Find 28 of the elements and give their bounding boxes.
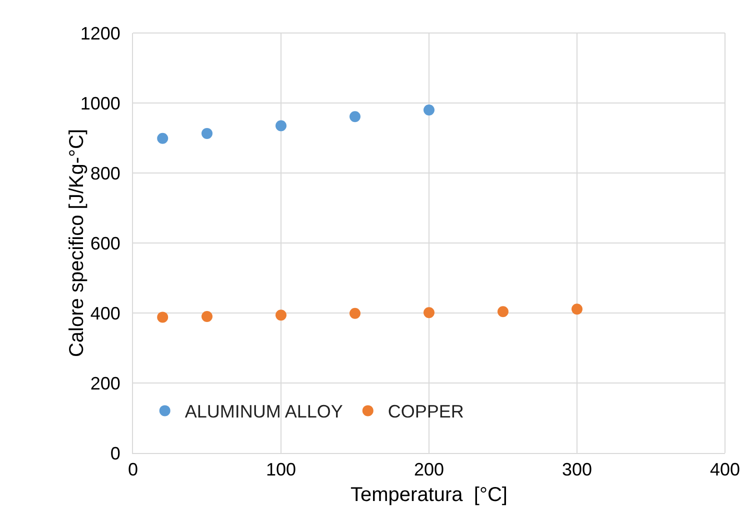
point (202, 128, 212, 139)
legend-label: ALUMINUM ALLOY (184, 402, 343, 422)
point (157, 132, 168, 144)
point (276, 310, 286, 321)
y-tick-label: 1200 (80, 23, 120, 44)
point (572, 304, 582, 315)
legend-label: COPPER (388, 402, 464, 422)
point (498, 306, 508, 318)
y-tick-label: 600 (90, 233, 120, 254)
x-axis-title: Temperatura [°C] (350, 484, 508, 506)
y-tick-label: 400 (90, 303, 120, 324)
point (350, 111, 360, 122)
point (202, 311, 212, 322)
x-tick-label: 0 (128, 460, 138, 480)
x-tick-label: 300 (562, 460, 592, 480)
x-tick-label: 200 (414, 460, 444, 480)
point (424, 104, 434, 116)
point (424, 307, 434, 318)
y-tick-label: 0 (110, 443, 120, 464)
point (157, 312, 168, 323)
point (276, 120, 286, 132)
y-axis-title: Calore specifico [J/Kg-°C] (66, 128, 88, 358)
x-tick-label: 100 (266, 460, 296, 480)
x-tick-label: 400 (710, 460, 740, 480)
y-tick-label: 1000 (80, 93, 120, 114)
y-tick-label: 200 (90, 373, 120, 394)
point (350, 308, 360, 319)
y-tick-label: 800 (90, 163, 120, 184)
